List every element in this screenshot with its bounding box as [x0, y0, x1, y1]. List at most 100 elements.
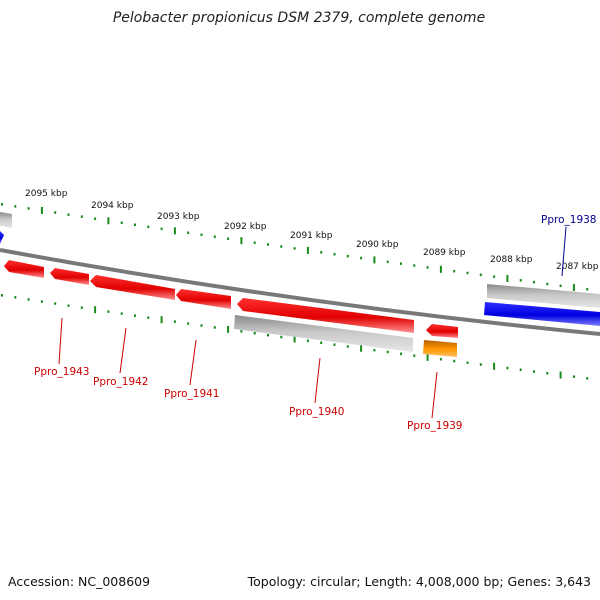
minor-tick [306, 339, 309, 343]
minor-tick [27, 207, 30, 210]
gene-label-ppro-1941[interactable]: Ppro_1941 [164, 388, 219, 400]
kbp-label: 2091 kbp [290, 231, 333, 241]
topology-summary-text: Topology: circular; Length: 4,008,000 bp… [247, 574, 591, 589]
minor-tick [80, 215, 83, 218]
minor-tick [519, 279, 522, 282]
kbp-label: 2090 kbp [356, 240, 399, 250]
highlighted-feature[interactable] [423, 340, 457, 357]
gene-label-ppro-1942[interactable]: Ppro_1942 [93, 376, 148, 388]
kbp-label: 2087 kbp [556, 262, 599, 272]
minor-tick [280, 245, 283, 248]
minor-tick [466, 361, 469, 364]
minor-tick [173, 320, 176, 323]
major-tick [227, 325, 230, 333]
kbp-label: 2092 kbp [224, 222, 267, 232]
major-tick [94, 306, 97, 314]
reverse-gene-arrow[interactable] [426, 324, 458, 338]
minor-tick [493, 275, 496, 278]
minor-tick [107, 310, 110, 313]
minor-tick [346, 345, 349, 348]
major-tick [506, 275, 509, 282]
minor-tick [14, 205, 17, 208]
minor-tick [546, 282, 549, 286]
kbp-labels: 2095 kbp 2094 kbp 2093 kbp 2092 kbp 2091… [25, 189, 599, 272]
minor-tick [213, 326, 216, 329]
minor-tick [187, 231, 190, 234]
genome-backbone [0, 248, 600, 336]
reverse-gene-arrow[interactable] [90, 275, 175, 300]
minor-tick [280, 335, 283, 339]
minor-tick [466, 271, 469, 275]
minor-tick [200, 324, 203, 327]
minor-tick [94, 217, 97, 220]
minor-tick [134, 314, 136, 317]
major-tick [360, 344, 363, 352]
minor-tick [1, 294, 3, 297]
inner-tick-row [1, 294, 589, 380]
major-tick [107, 217, 110, 225]
minor-tick [533, 370, 535, 373]
minor-tick [386, 260, 389, 264]
minor-tick [479, 363, 482, 366]
minor-tick [267, 243, 269, 246]
major-tick [293, 335, 296, 343]
minor-tick [213, 235, 216, 238]
reverse-gene-arrow[interactable] [176, 289, 231, 309]
minor-tick [413, 264, 416, 267]
major-tick [40, 207, 43, 214]
major-tick [493, 362, 496, 370]
minor-tick [586, 288, 589, 291]
minor-tick [400, 352, 402, 356]
minor-tick [253, 241, 256, 244]
gray-feature [234, 315, 413, 352]
kbp-label: 2095 kbp [25, 189, 68, 199]
minor-tick [559, 284, 562, 287]
minor-tick [453, 359, 456, 363]
minor-tick [413, 354, 416, 357]
kbp-label: 2094 kbp [91, 201, 134, 211]
leader-line [314, 357, 321, 404]
gene-label-ppro-1938[interactable]: Ppro_1938 [541, 214, 596, 226]
minor-tick [253, 332, 256, 335]
map-title: Pelobacter propionicus DSM 2379, complet… [113, 10, 485, 26]
minor-tick [479, 273, 482, 277]
leader-line [561, 226, 567, 277]
leader-line [431, 371, 438, 419]
forward-gene-arrow[interactable] [484, 302, 600, 326]
gene-label-ppro-1943[interactable]: Ppro_1943 [34, 366, 89, 378]
minor-tick [360, 256, 363, 260]
minor-tick [586, 377, 589, 380]
major-tick [306, 246, 309, 254]
minor-tick [147, 316, 150, 319]
minor-tick [572, 375, 575, 378]
reverse-gene-arrow[interactable] [50, 268, 89, 285]
reverse-gene-arrow[interactable] [237, 298, 414, 333]
minor-tick [80, 306, 83, 309]
gray-feature [487, 284, 600, 308]
minor-tick [147, 225, 150, 229]
minor-tick [54, 211, 57, 214]
major-tick [559, 371, 562, 379]
reverse-gene-arrow[interactable] [4, 260, 44, 278]
forward-gene-arrow[interactable] [0, 231, 4, 244]
minor-tick [227, 237, 230, 240]
minor-tick [386, 350, 389, 354]
gray-feature [0, 212, 12, 228]
minor-tick [134, 223, 136, 226]
accession-text: Accession: NC_008609 [8, 574, 150, 589]
major-tick [173, 227, 176, 235]
minor-tick [14, 296, 17, 299]
minor-tick [200, 233, 203, 236]
minor-tick [293, 247, 296, 250]
minor-tick [546, 372, 549, 375]
minor-tick [320, 251, 323, 254]
minor-tick [373, 348, 376, 352]
minor-tick [533, 280, 535, 284]
major-tick [426, 353, 429, 361]
gene-label-ppro-1939[interactable]: Ppro_1939 [407, 420, 462, 432]
minor-tick [187, 322, 190, 325]
gene-label-ppro-1940[interactable]: Ppro_1940 [289, 406, 344, 418]
minor-tick [426, 266, 429, 269]
